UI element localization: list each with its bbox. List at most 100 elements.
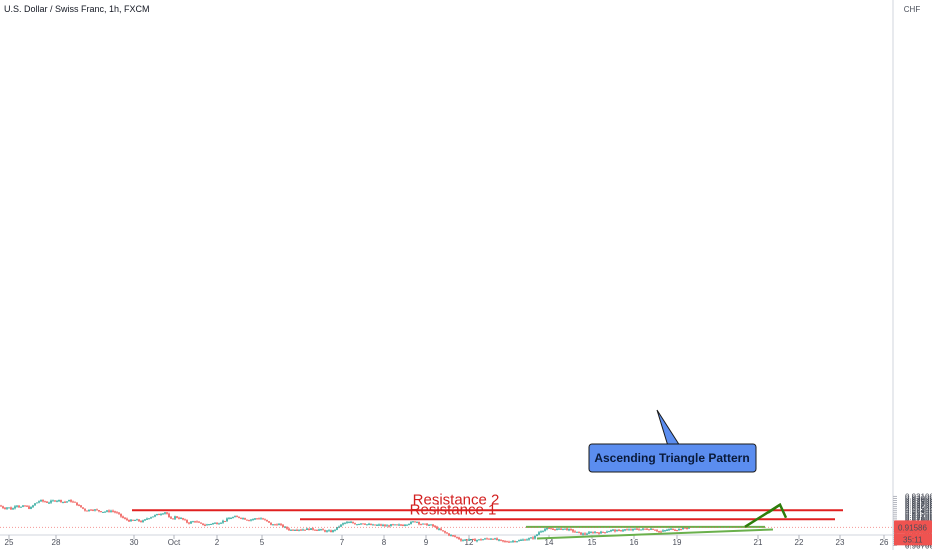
- candle-body: [500, 539, 502, 541]
- time-axis[interactable]: 25 28 30 Oct 2 5 7 8 9 12 14 15 16 19 21 22 23 26: [5, 535, 889, 547]
- candle-body: [392, 524, 394, 526]
- candle-body: [184, 519, 186, 521]
- candle-body: [618, 530, 620, 532]
- candle-body: [356, 524, 358, 526]
- candle-body: [564, 528, 566, 530]
- candle-body: [96, 509, 98, 511]
- candle-body: [0, 505, 2, 507]
- candle-body: [334, 529, 336, 531]
- candle-body: [550, 528, 552, 530]
- candle-body: [654, 529, 656, 531]
- candle-body: [606, 531, 608, 533]
- candle-body: [650, 528, 652, 530]
- candle-body: [372, 524, 374, 526]
- triangle-bottom-line[interactable]: [536, 528, 774, 540]
- candle-body: [290, 529, 292, 531]
- candle-body: [238, 516, 240, 518]
- candle-body: [68, 500, 70, 502]
- candle-body: [74, 501, 76, 503]
- candle-body: [186, 520, 188, 523]
- time-tick-label: 21: [754, 538, 763, 547]
- candle-body: [444, 531, 446, 533]
- candle-body: [586, 533, 588, 535]
- candle-body: [58, 500, 60, 502]
- candle-body: [454, 535, 456, 537]
- plot-area[interactable]: [0, 0, 893, 535]
- price-tick-label: 0.92300: [905, 509, 932, 518]
- candle-body: [418, 521, 420, 525]
- candle-body: [646, 528, 648, 530]
- candle-body: [276, 524, 278, 526]
- candle-body: [208, 524, 210, 526]
- candle-body: [98, 510, 100, 512]
- candle-body: [332, 530, 334, 533]
- candle-body: [636, 528, 638, 530]
- candle-body: [176, 516, 178, 518]
- candle-body: [76, 502, 78, 506]
- time-tick-label: 26: [880, 538, 889, 547]
- time-tick-label: 5: [260, 538, 265, 547]
- candle-body: [488, 538, 490, 540]
- time-tick-label: Oct: [168, 538, 181, 547]
- candle-body: [508, 541, 510, 543]
- candle-body: [384, 525, 386, 527]
- candle-body: [474, 539, 476, 542]
- candle-body: [270, 522, 272, 525]
- candle-body: [124, 517, 126, 519]
- candle-body: [242, 518, 244, 520]
- candle-body: [12, 508, 14, 510]
- time-tick-label: 30: [130, 538, 139, 547]
- candle-body: [280, 524, 282, 526]
- candle-body: [264, 519, 266, 521]
- candle-body: [510, 541, 512, 543]
- candle-body: [546, 527, 548, 530]
- candle-body: [252, 519, 254, 521]
- candle-body: [630, 529, 632, 531]
- price-tick-label: 0.90700: [905, 541, 932, 550]
- candle-body: [638, 529, 640, 531]
- candle-body: [244, 518, 246, 520]
- candle-body: [442, 530, 444, 532]
- candle-body: [342, 523, 344, 525]
- candle-body: [644, 528, 646, 530]
- candle-body: [22, 505, 24, 507]
- candle-body: [354, 523, 356, 525]
- candle-body: [214, 522, 216, 524]
- candle-body: [48, 502, 50, 504]
- candle-body: [622, 530, 624, 532]
- candle-body: [580, 532, 582, 535]
- candle-body: [4, 508, 6, 510]
- price-tick-label: 0.92700: [905, 501, 932, 510]
- symbol-title[interactable]: U.S. Dollar / Swiss Franc, 1h, FXCM: [4, 4, 150, 14]
- callout-box[interactable]: [588, 443, 757, 473]
- candle-body: [598, 532, 600, 534]
- candle-body: [412, 521, 414, 523]
- candle-body: [64, 501, 66, 503]
- candle-body: [92, 510, 94, 512]
- candle-body: [56, 500, 58, 502]
- candle-body: [472, 538, 474, 540]
- candle-body: [404, 524, 406, 526]
- candle-body: [402, 525, 404, 527]
- candle-body: [568, 528, 570, 531]
- candle-body: [528, 538, 530, 540]
- candle-body: [266, 519, 268, 522]
- candle-body: [344, 522, 346, 524]
- candle-body: [554, 529, 556, 531]
- candle-body: [248, 520, 250, 522]
- candle-body: [574, 531, 576, 533]
- time-tick-label: 7: [340, 538, 345, 547]
- candle-body: [200, 522, 202, 524]
- candle-body: [400, 524, 402, 526]
- time-tick-label: 25: [5, 538, 14, 547]
- candle-body: [146, 518, 148, 520]
- candle-body: [236, 516, 238, 518]
- candle-body: [304, 529, 306, 531]
- candle-body: [396, 524, 398, 526]
- candle-body: [346, 522, 348, 524]
- candle-body: [108, 510, 110, 512]
- candle-body: [456, 536, 458, 538]
- candle-body: [16, 505, 18, 507]
- candle-body: [40, 499, 42, 502]
- candle-body: [52, 500, 54, 502]
